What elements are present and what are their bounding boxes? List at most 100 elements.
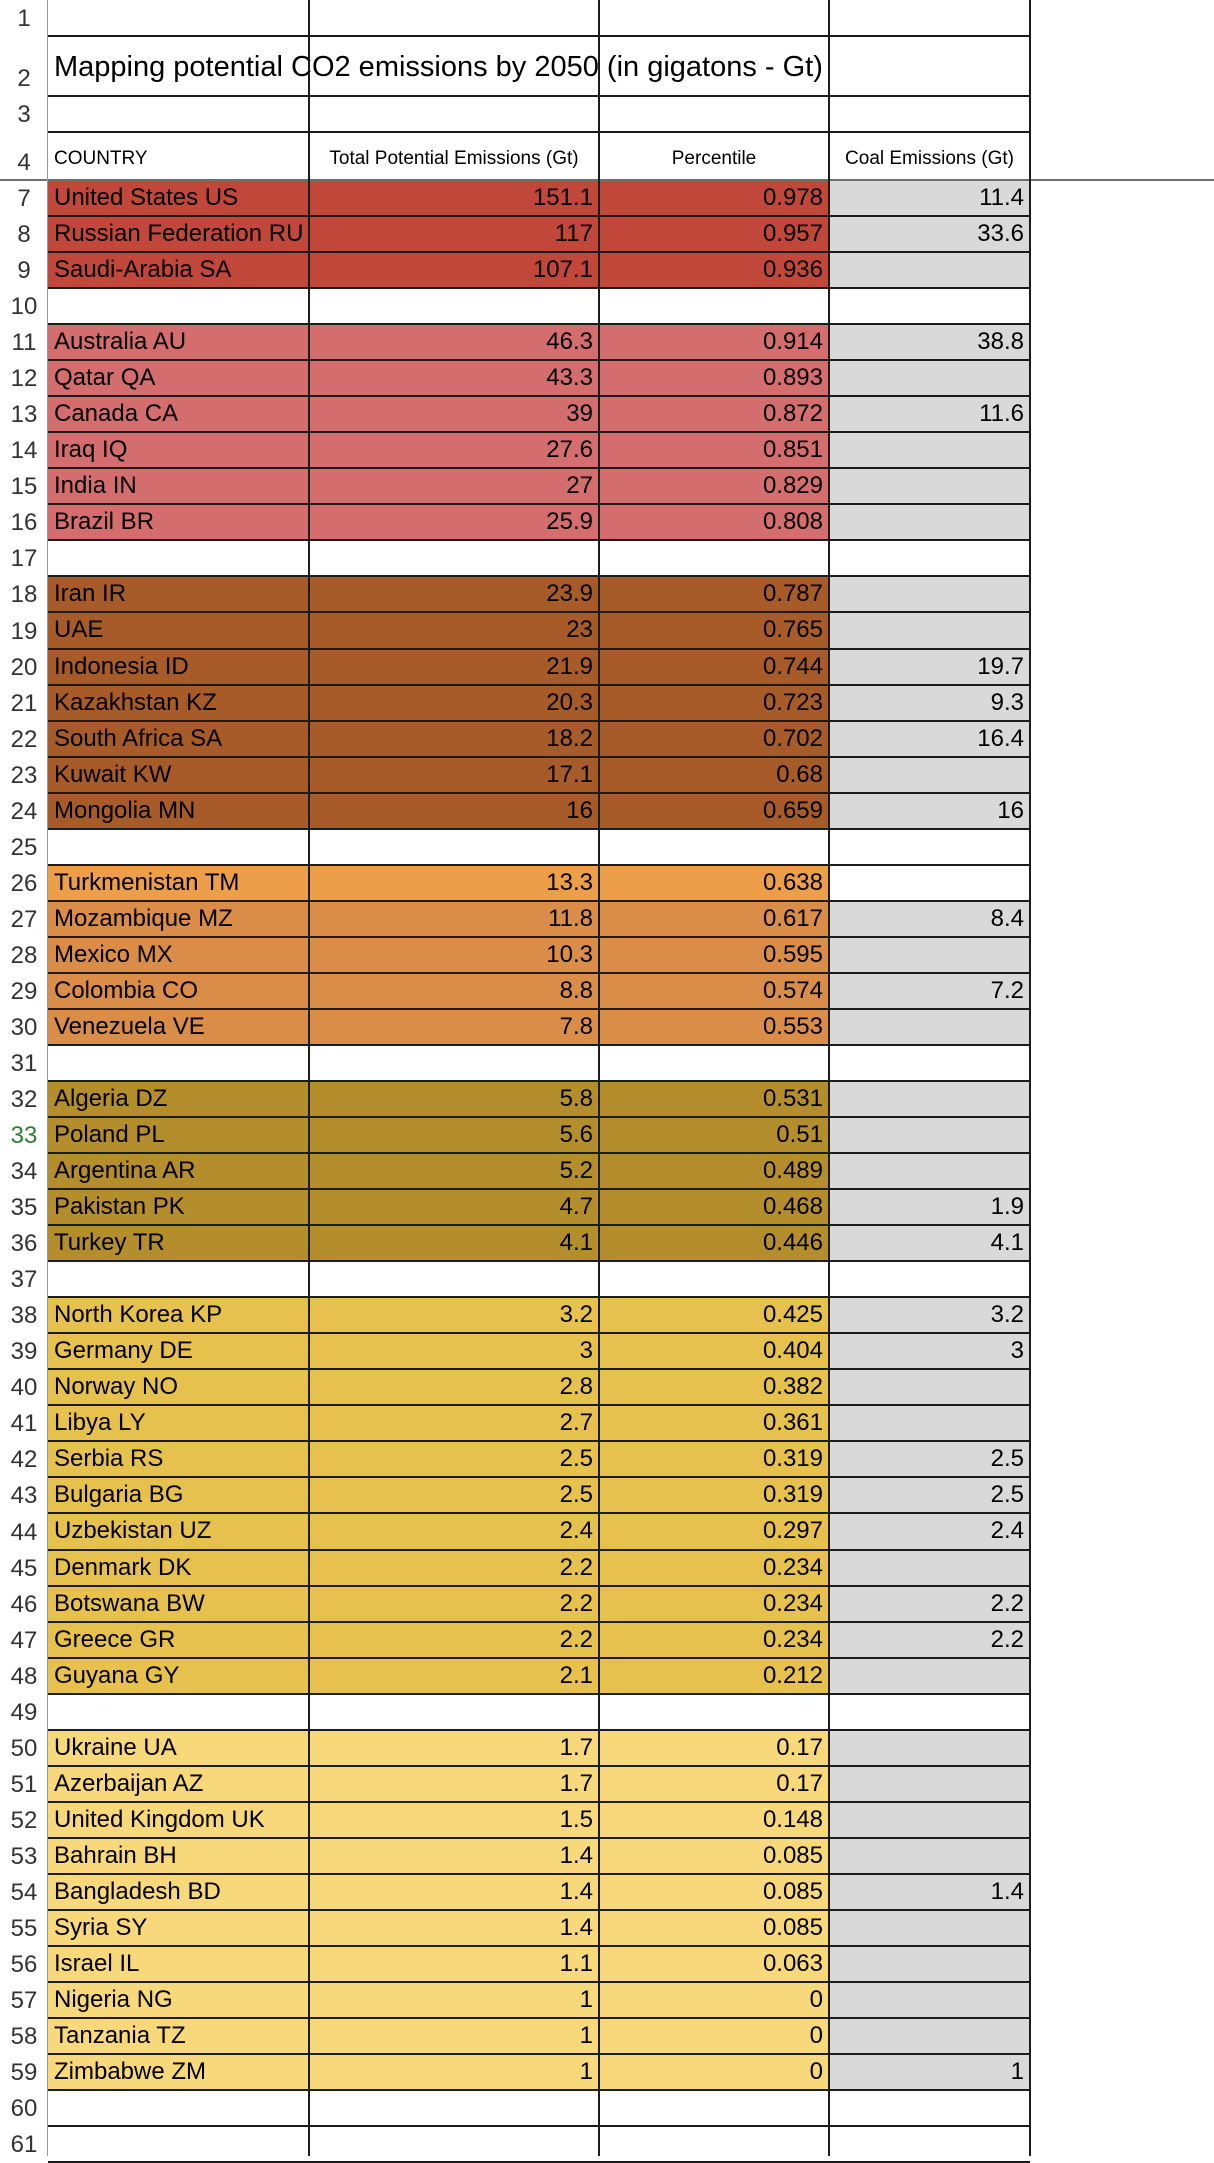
- total-emissions-cell[interactable]: 2.1: [309, 1657, 599, 1694]
- percentile-cell[interactable]: 0.085: [599, 1837, 829, 1874]
- country-cell[interactable]: Denmark DK: [48, 1549, 309, 1586]
- row-number[interactable]: 46: [10, 1590, 38, 1618]
- row-number[interactable]: 37: [10, 1266, 38, 1294]
- percentile-cell[interactable]: 0.085: [599, 1909, 829, 1946]
- country-cell[interactable]: Turkey TR: [48, 1225, 309, 1262]
- row-number[interactable]: 59: [10, 2059, 38, 2087]
- percentile-cell[interactable]: 0.17: [599, 1729, 829, 1766]
- country-cell[interactable]: South Africa SA: [48, 720, 309, 757]
- coal-emissions-cell[interactable]: [829, 1801, 1030, 1838]
- country-cell[interactable]: Mexico MX: [48, 936, 309, 973]
- percentile-cell[interactable]: 0.765: [599, 612, 829, 649]
- coal-emissions-cell[interactable]: [829, 756, 1030, 793]
- total-emissions-cell[interactable]: 43.3: [309, 360, 599, 397]
- country-cell[interactable]: Colombia CO: [48, 972, 309, 1009]
- coal-emissions-cell[interactable]: [829, 1549, 1030, 1586]
- country-cell[interactable]: Bulgaria BG: [48, 1477, 309, 1514]
- row-number[interactable]: 29: [10, 977, 38, 1005]
- coal-emissions-cell[interactable]: [829, 1369, 1030, 1406]
- row-number[interactable]: 43: [10, 1482, 38, 1510]
- country-cell[interactable]: Serbia RS: [48, 1441, 309, 1478]
- country-cell[interactable]: Brazil BR: [48, 504, 309, 541]
- coal-emissions-cell[interactable]: [829, 1008, 1030, 1045]
- country-cell[interactable]: Mongolia MN: [48, 792, 309, 829]
- total-emissions-cell[interactable]: 2.5: [309, 1441, 599, 1478]
- country-cell[interactable]: Poland PL: [48, 1117, 309, 1154]
- percentile-cell[interactable]: 0.68: [599, 756, 829, 793]
- total-emissions-cell[interactable]: 2.2: [309, 1621, 599, 1658]
- row-number[interactable]: 32: [10, 1086, 38, 1114]
- percentile-cell[interactable]: 0.319: [599, 1477, 829, 1514]
- country-cell[interactable]: Bahrain BH: [48, 1837, 309, 1874]
- country-cell[interactable]: Tanzania TZ: [48, 2018, 309, 2055]
- country-cell[interactable]: North Korea KP: [48, 1297, 309, 1334]
- total-emissions-cell[interactable]: 27.6: [309, 432, 599, 469]
- row-number[interactable]: 58: [10, 2023, 38, 2051]
- row-number[interactable]: 9: [17, 257, 31, 285]
- country-cell[interactable]: Norway NO: [48, 1369, 309, 1406]
- total-emissions-cell[interactable]: 18.2: [309, 720, 599, 757]
- row-number[interactable]: 52: [10, 1806, 38, 1834]
- row-number[interactable]: 60: [10, 2095, 38, 2123]
- country-cell[interactable]: Germany DE: [48, 1333, 309, 1370]
- country-cell[interactable]: India IN: [48, 468, 309, 505]
- percentile-cell[interactable]: 0.425: [599, 1297, 829, 1334]
- row-number[interactable]: 34: [10, 1158, 38, 1186]
- percentile-cell[interactable]: 0.212: [599, 1657, 829, 1694]
- country-cell[interactable]: Australia AU: [48, 324, 309, 361]
- coal-emissions-cell[interactable]: 38.8: [829, 324, 1030, 361]
- percentile-cell[interactable]: 0.829: [599, 468, 829, 505]
- row-number[interactable]: 49: [10, 1698, 38, 1726]
- row-number[interactable]: 7: [17, 185, 31, 213]
- country-cell[interactable]: Iraq IQ: [48, 432, 309, 469]
- percentile-cell[interactable]: 0.574: [599, 972, 829, 1009]
- country-cell[interactable]: Bangladesh BD: [48, 1873, 309, 1910]
- country-cell[interactable]: Turkmenistan TM: [48, 864, 309, 901]
- total-emissions-cell[interactable]: 3: [309, 1333, 599, 1370]
- coal-emissions-cell[interactable]: [829, 864, 1030, 901]
- country-cell[interactable]: Mozambique MZ: [48, 900, 309, 937]
- country-cell[interactable]: Guyana GY: [48, 1657, 309, 1694]
- total-emissions-cell[interactable]: 1.4: [309, 1909, 599, 1946]
- row-number[interactable]: 3: [17, 101, 31, 128]
- total-emissions-cell[interactable]: 117: [309, 216, 599, 253]
- country-cell[interactable]: Venezuela VE: [48, 1008, 309, 1045]
- row-number[interactable]: 33: [10, 1122, 38, 1150]
- percentile-cell[interactable]: 0.148: [599, 1801, 829, 1838]
- row-number[interactable]: 1: [17, 5, 31, 32]
- percentile-cell[interactable]: 0.723: [599, 684, 829, 721]
- coal-emissions-cell[interactable]: [829, 1081, 1030, 1118]
- row-number[interactable]: 24: [10, 797, 38, 825]
- percentile-cell[interactable]: 0: [599, 1982, 829, 2019]
- coal-emissions-cell[interactable]: 2.2: [829, 1585, 1030, 1622]
- coal-emissions-cell[interactable]: 3: [829, 1333, 1030, 1370]
- coal-emissions-cell[interactable]: [829, 1729, 1030, 1766]
- total-emissions-cell[interactable]: 10.3: [309, 936, 599, 973]
- total-emissions-cell[interactable]: 2.8: [309, 1369, 599, 1406]
- row-number[interactable]: 20: [10, 653, 38, 681]
- percentile-cell[interactable]: 0.638: [599, 864, 829, 901]
- row-number[interactable]: 36: [10, 1230, 38, 1258]
- percentile-cell[interactable]: 0.659: [599, 792, 829, 829]
- total-emissions-cell[interactable]: 11.8: [309, 900, 599, 937]
- country-cell[interactable]: Pakistan PK: [48, 1189, 309, 1226]
- total-emissions-cell[interactable]: 39: [309, 396, 599, 433]
- total-emissions-cell[interactable]: 25.9: [309, 504, 599, 541]
- row-number[interactable]: 54: [10, 1878, 38, 1906]
- total-emissions-cell[interactable]: 20.3: [309, 684, 599, 721]
- country-cell[interactable]: Libya LY: [48, 1405, 309, 1442]
- total-emissions-cell[interactable]: 5.2: [309, 1153, 599, 1190]
- row-number[interactable]: 39: [10, 1338, 38, 1366]
- total-emissions-cell[interactable]: 107.1: [309, 252, 599, 289]
- coal-emissions-cell[interactable]: [829, 1117, 1030, 1154]
- country-cell[interactable]: Uzbekistan UZ: [48, 1513, 309, 1550]
- row-number[interactable]: 40: [10, 1374, 38, 1402]
- country-cell[interactable]: Kazakhstan KZ: [48, 684, 309, 721]
- coal-emissions-cell[interactable]: 4.1: [829, 1225, 1030, 1262]
- row-number[interactable]: 57: [10, 1987, 38, 2015]
- coal-emissions-cell[interactable]: [829, 612, 1030, 649]
- percentile-cell[interactable]: 0.936: [599, 252, 829, 289]
- total-emissions-cell[interactable]: 1.7: [309, 1729, 599, 1766]
- country-cell[interactable]: United States US: [48, 180, 309, 217]
- frozen-rows-divider[interactable]: [0, 179, 1214, 181]
